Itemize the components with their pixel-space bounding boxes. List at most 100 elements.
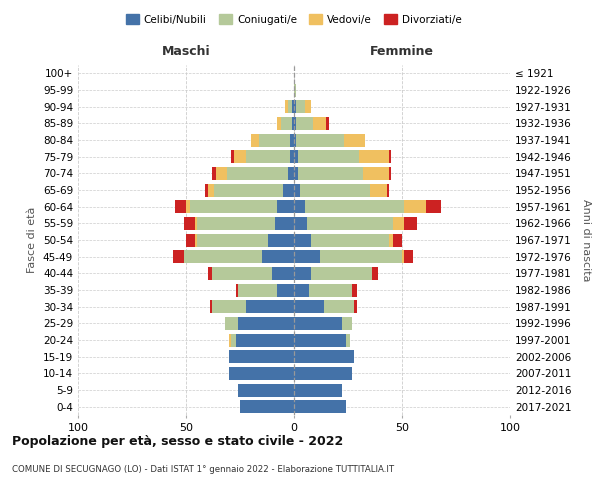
Bar [389, 150, 391, 163]
Bar [324, 300, 355, 313]
Bar [359, 150, 389, 163]
Bar [290, 134, 294, 146]
Bar [277, 117, 281, 130]
Bar [294, 367, 352, 380]
Bar [387, 184, 389, 196]
Bar [286, 100, 287, 113]
Bar [259, 134, 290, 146]
Bar [355, 300, 356, 313]
Bar [238, 384, 294, 396]
Bar [283, 184, 294, 196]
Bar [294, 284, 309, 296]
Bar [272, 267, 294, 280]
Bar [344, 134, 365, 146]
Bar [240, 400, 294, 413]
Bar [229, 334, 232, 346]
Bar [277, 284, 294, 296]
Bar [346, 334, 350, 346]
Bar [229, 367, 294, 380]
Bar [238, 317, 294, 330]
Bar [305, 200, 404, 213]
Bar [292, 100, 294, 113]
Bar [402, 250, 404, 263]
Y-axis label: Anni di nascita: Anni di nascita [581, 198, 591, 281]
Bar [294, 350, 355, 363]
Bar [294, 167, 298, 180]
Bar [294, 400, 346, 413]
Bar [326, 117, 329, 130]
Bar [214, 184, 283, 196]
Bar [294, 334, 346, 346]
Bar [210, 300, 212, 313]
Bar [294, 184, 301, 196]
Bar [294, 217, 307, 230]
Bar [190, 200, 277, 213]
Bar [305, 100, 311, 113]
Bar [294, 200, 305, 213]
Bar [298, 167, 363, 180]
Bar [294, 384, 341, 396]
Bar [294, 317, 341, 330]
Bar [232, 334, 236, 346]
Bar [309, 284, 352, 296]
Bar [294, 84, 296, 96]
Bar [262, 250, 294, 263]
Bar [236, 284, 238, 296]
Bar [227, 167, 287, 180]
Bar [208, 267, 212, 280]
Bar [313, 117, 326, 130]
Bar [275, 217, 294, 230]
Bar [294, 300, 324, 313]
Bar [294, 117, 296, 130]
Bar [296, 134, 344, 146]
Bar [186, 200, 190, 213]
Bar [238, 284, 277, 296]
Bar [225, 317, 238, 330]
Bar [233, 150, 247, 163]
Bar [298, 150, 359, 163]
Bar [307, 217, 394, 230]
Bar [372, 267, 378, 280]
Text: Femmine: Femmine [370, 45, 434, 58]
Legend: Celibi/Nubili, Coniugati/e, Vedovi/e, Divorziati/e: Celibi/Nubili, Coniugati/e, Vedovi/e, Di… [122, 10, 466, 29]
Bar [205, 184, 208, 196]
Bar [232, 150, 233, 163]
Bar [404, 200, 426, 213]
Bar [404, 217, 417, 230]
Bar [389, 167, 391, 180]
Bar [294, 234, 311, 246]
Bar [404, 250, 413, 263]
Bar [294, 267, 311, 280]
Bar [216, 167, 227, 180]
Bar [294, 134, 296, 146]
Bar [287, 167, 294, 180]
Bar [311, 267, 372, 280]
Bar [236, 334, 294, 346]
Bar [175, 200, 186, 213]
Bar [194, 234, 197, 246]
Bar [184, 217, 194, 230]
Bar [292, 117, 294, 130]
Text: Popolazione per età, sesso e stato civile - 2022: Popolazione per età, sesso e stato civil… [12, 435, 343, 448]
Bar [370, 184, 387, 196]
Text: Maschi: Maschi [161, 45, 211, 58]
Bar [197, 217, 275, 230]
Y-axis label: Fasce di età: Fasce di età [28, 207, 37, 273]
Bar [277, 200, 294, 213]
Bar [184, 250, 262, 263]
Bar [281, 117, 292, 130]
Bar [294, 250, 320, 263]
Bar [212, 300, 247, 313]
Bar [173, 250, 184, 263]
Bar [363, 167, 389, 180]
Bar [341, 317, 352, 330]
Bar [290, 150, 294, 163]
Bar [426, 200, 441, 213]
Bar [294, 150, 298, 163]
Bar [194, 217, 197, 230]
Bar [394, 234, 402, 246]
Bar [311, 234, 389, 246]
Bar [212, 167, 216, 180]
Bar [294, 100, 296, 113]
Bar [247, 300, 294, 313]
